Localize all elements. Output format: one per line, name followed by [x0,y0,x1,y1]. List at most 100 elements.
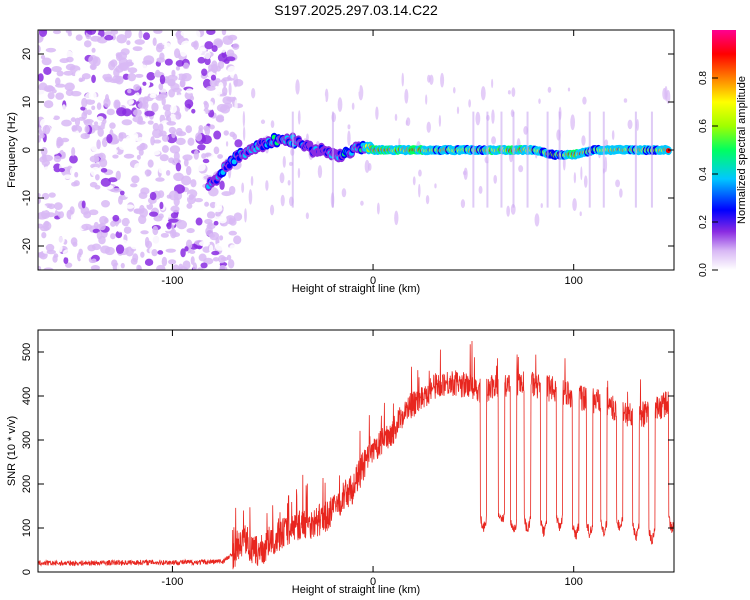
y-tick-label: 20 [21,48,33,60]
heatmap-cell [43,166,54,172]
heatmap-cell [96,231,103,240]
heatmap-cell [405,119,408,126]
heatmap-cell [140,251,145,258]
heatmap-cell [38,102,44,111]
heatmap-cell [155,181,163,188]
heatmap-cell [260,119,266,124]
heatmap-cell [325,180,329,195]
heatmap-cell [207,166,213,172]
heatmap-cell [45,235,53,245]
heatmap-cell [540,92,546,101]
figure-title: S197.2025.297.03.14.C22 [274,2,438,18]
heatmap-cell [636,118,639,131]
heatmap-cell [153,30,163,34]
heatmap-cell [99,215,108,225]
heatmap-cell [40,204,48,211]
heatmap-cell [204,101,209,110]
heatmap-cell [90,166,101,177]
heatmap-cell [222,86,228,96]
heatmap-cell [195,162,206,172]
heatmap-cell [129,38,137,43]
heatmap-cell [149,86,158,96]
snr-series-line [38,340,674,570]
heatmap-cell [170,205,180,213]
heatmap-cell [64,262,73,268]
heatmap-cell [227,65,237,76]
heatmap-cell [38,30,48,37]
heatmap-cell [48,192,56,198]
heatmap-cell [204,218,213,225]
heatmap-cell [162,104,173,111]
heatmap-cell [227,259,235,269]
heatmap-cell [104,93,110,103]
heatmap-cell [131,55,137,64]
heatmap-cell [611,130,615,141]
y-tick-label: 100 [21,519,33,537]
heatmap-cell [184,99,194,109]
heatmap-cell [176,219,188,230]
heatmap-cell [229,218,237,226]
heatmap-cell [110,233,116,240]
heatmap-cell [71,124,78,132]
heatmap-cell [123,161,132,171]
heatmap-cell [588,111,591,208]
heatmap-cell [229,244,237,253]
heatmap-cell [109,122,116,129]
heatmap-cell [460,199,466,209]
heatmap-cell [138,30,143,39]
heatmap-cell [121,119,133,126]
heatmap-cell [38,265,42,270]
heatmap-cell [126,127,135,135]
heatmap-cell [480,86,486,101]
heatmap-cell [394,113,398,122]
heatmap-cell [175,162,182,172]
heatmap-cell [155,69,161,78]
heatmap-cell [43,220,50,228]
heatmap-cell [558,111,561,208]
heatmap-cell [203,257,214,265]
heatmap-cell [360,200,364,206]
heatmap-cell [375,106,379,120]
heatmap-cell [445,213,449,221]
heatmap-cell [204,125,211,136]
heatmap-cell [133,133,139,139]
heatmap-cell [86,30,97,36]
heatmap-cell [61,104,67,112]
heatmap-cell [150,150,161,156]
heatmap-cell [96,102,102,110]
heatmap-cell [223,115,230,122]
heatmap-cell [459,82,463,88]
heatmap-cell [137,102,147,109]
heatmap-cell [156,243,163,253]
heatmap-cell [159,201,164,210]
heatmap-cell [161,256,168,267]
heatmap-cell [175,127,183,136]
heatmap-cell [191,108,196,114]
heatmap-cell [136,145,145,151]
heatmap-cell [232,43,240,50]
heatmap-cell [101,200,111,208]
heatmap-cell [351,102,355,111]
heatmap-cell [90,124,101,131]
heatmap-cell [201,68,208,76]
heatmap-cell [155,177,165,182]
heatmap-cell [270,120,275,129]
heatmap-cell [178,263,184,270]
heatmap-cell [114,99,121,109]
heatmap-cell [341,188,347,198]
x-tick-label: 100 [565,576,583,588]
heatmap-cell [214,40,224,46]
heatmap-cell [195,217,203,226]
heatmap-cell [59,58,70,64]
heatmap-cell [53,202,63,210]
heatmap-cell [170,104,177,114]
heatmap-cell [347,124,351,130]
heatmap-cell [612,77,615,91]
heatmap-cell [567,87,571,92]
heatmap-cell [173,172,184,182]
heatmap-cell [176,30,182,41]
heatmap-cell [94,185,101,190]
heatmap-cell [219,235,224,241]
y-tick-label: -20 [21,238,33,254]
heatmap-cell [132,213,137,218]
